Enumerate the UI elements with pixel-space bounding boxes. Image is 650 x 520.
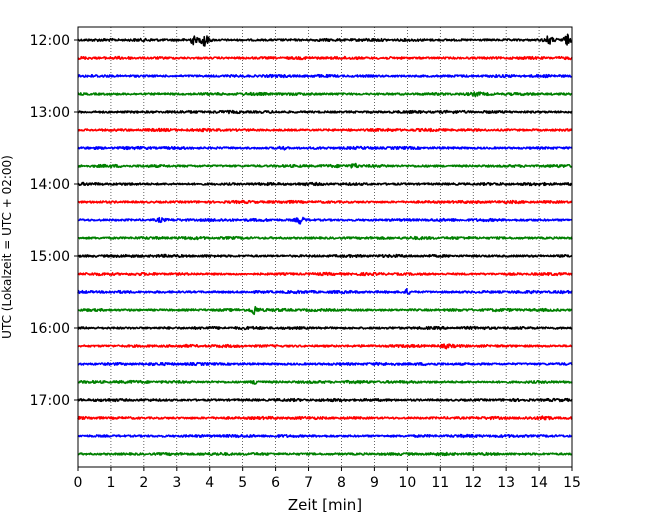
trace-row-17 [77,343,573,350]
trace-row-20 [77,397,573,403]
y-axis-label: UTC (Lokalzeit = UTC + 02:00) [0,155,14,339]
trace-row-14 [77,288,573,295]
x-tick-label-7: 7 [304,475,313,491]
x-tick-label-3: 3 [172,475,181,491]
trace-row-15 [77,305,573,316]
x-tick-label-15: 15 [563,475,581,491]
traces [77,33,573,457]
x-tick-label-5: 5 [238,475,247,491]
y-tick-label-15:00: 15:00 [30,249,70,265]
trace-row-9 [77,199,573,205]
trace-row-19 [77,379,573,385]
vertical-grid [110,27,540,467]
trace-row-5 [77,127,573,133]
trace-row-3 [77,91,573,98]
y-tick-label-14:00: 14:00 [30,177,70,193]
trace-row-16 [77,325,573,331]
trace-row-1 [77,55,573,61]
x-tick-label-14: 14 [530,475,548,491]
x-tick-label-12: 12 [464,475,482,491]
trace-row-11 [77,235,573,241]
plot-frame [77,26,573,468]
x-tick-label-1: 1 [106,475,115,491]
y-axis-ticks: 12:00 13:00 14:00 15:00 16:00 17:00 [30,33,78,409]
x-tick-label-6: 6 [271,475,280,491]
y-tick-label-13:00: 13:00 [30,105,70,121]
trace-row-7 [77,162,573,169]
trace-row-4 [77,109,573,115]
trace-row-22 [77,433,573,439]
x-tick-label-10: 10 [398,475,416,491]
trace-row-8 [77,181,573,187]
x-tick-label-9: 9 [370,475,379,491]
y-tick-label-17:00: 17:00 [30,393,70,409]
x-tick-label-2: 2 [139,475,148,491]
trace-row-2 [77,73,573,79]
trace-row-6 [77,145,573,151]
x-tick-label-4: 4 [205,475,214,491]
trace-row-0 [77,33,573,47]
x-tick-label-0: 0 [74,475,83,491]
x-tick-label-8: 8 [337,475,346,491]
trace-row-12 [77,253,573,259]
y-tick-label-16:00: 16:00 [30,321,70,337]
x-axis-label: Zeit [min] [288,496,362,514]
y-tick-label-12:00: 12:00 [30,33,70,49]
x-axis-ticks: 0 1 2 3 4 5 6 7 8 9 10 11 12 13 14 15 [74,467,581,491]
trace-row-10 [77,216,573,225]
x-tick-label-13: 13 [497,475,515,491]
trace-row-21 [77,415,573,421]
trace-row-23 [77,451,573,457]
trace-row-13 [77,271,573,277]
x-tick-label-11: 11 [431,475,449,491]
trace-row-18 [77,361,573,367]
